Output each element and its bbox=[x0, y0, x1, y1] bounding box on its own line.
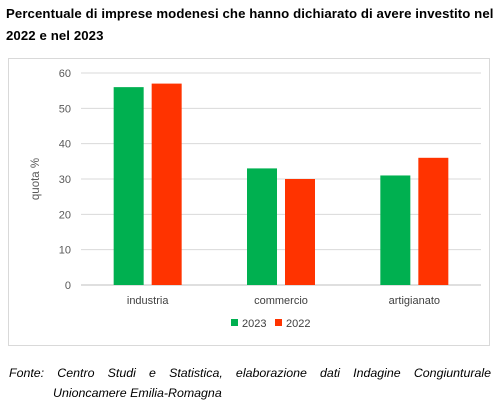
bar-2022-artigianato bbox=[418, 157, 449, 285]
source-word: elaborazione bbox=[235, 366, 307, 380]
x-tick-label: industria bbox=[127, 295, 169, 307]
y-tick-label: 50 bbox=[59, 103, 71, 115]
y-axis-label: quota % bbox=[30, 158, 42, 200]
bar-2023-industria bbox=[113, 87, 144, 285]
source-word: Indagine bbox=[353, 366, 401, 380]
source-note: Fonte: Centro Studi e Statistica, elaborazion… bbox=[9, 363, 491, 403]
y-tick-label: 60 bbox=[59, 68, 71, 80]
bar-2023-commercio bbox=[247, 168, 277, 285]
source-word: Statistica, bbox=[169, 366, 223, 380]
source-word: Centro bbox=[57, 366, 95, 380]
legend-label: 2023 bbox=[242, 318, 266, 330]
source-word: dati bbox=[320, 366, 341, 380]
chart-title: Percentuale di imprese modenesi che hann… bbox=[6, 6, 494, 43]
bar-2022-industria bbox=[151, 83, 182, 285]
y-tick-label: 40 bbox=[59, 139, 71, 151]
y-tick-label: 10 bbox=[59, 245, 71, 257]
x-tick-label: commercio bbox=[254, 295, 308, 307]
source-word: Studi bbox=[107, 366, 136, 380]
legend-swatch-2022 bbox=[275, 319, 282, 326]
source-word: Fonte: bbox=[9, 366, 45, 380]
source-line-2: Unioncamere Emilia-Romagna bbox=[53, 386, 222, 400]
chart-area: 0 10 20 30 40 50 60 quota % industria commercio ar… bbox=[8, 58, 490, 346]
source-line-1: Fonte: Centro Studi e Statistica, elaborazion… bbox=[9, 363, 491, 383]
legend-label: 2022 bbox=[286, 318, 310, 330]
y-tick-label: 30 bbox=[59, 174, 71, 186]
bar-2022-commercio bbox=[285, 179, 315, 285]
source-word: e bbox=[149, 366, 156, 380]
y-tick-label: 0 bbox=[65, 280, 71, 292]
legend-swatch-2023 bbox=[231, 319, 238, 326]
y-tick-label: 20 bbox=[59, 209, 71, 221]
bar-2023-artigianato bbox=[380, 175, 411, 285]
x-tick-label: artigianato bbox=[389, 295, 440, 307]
bar-chart: 0 10 20 30 40 50 60 quota % industria commercio ar… bbox=[30, 68, 481, 330]
source-word: Congiunturale bbox=[413, 366, 491, 380]
